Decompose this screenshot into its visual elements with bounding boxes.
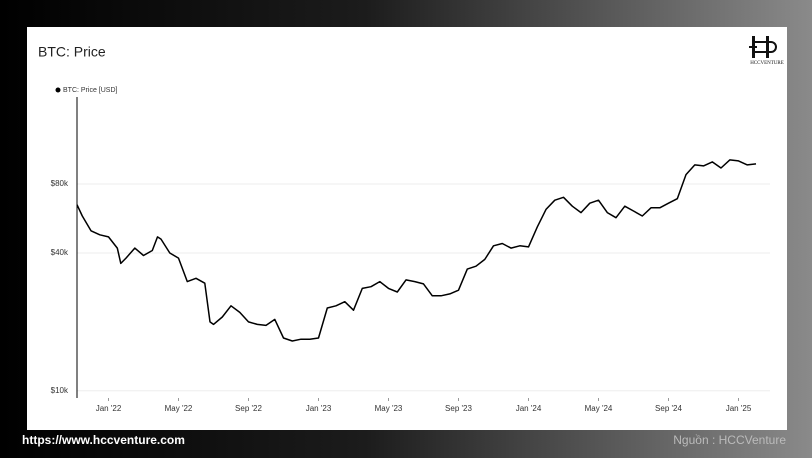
x-tick-label: Jan '24 [516, 404, 542, 413]
legend-marker [55, 87, 61, 93]
chart-title: BTC: Price [38, 44, 106, 60]
footer-source: Nguồn : HCCVenture [673, 433, 786, 447]
price-line [76, 159, 757, 342]
x-tick-label: Sep '23 [445, 404, 472, 413]
card [27, 27, 787, 430]
logo-text: HCCVENTURE [750, 61, 784, 66]
x-tick-label: Jan '25 [726, 404, 752, 413]
y-tick-label: $80k [51, 179, 69, 188]
y-tick-label: $40k [51, 248, 69, 257]
legend-label: BTC: Price [USD] [63, 87, 118, 94]
x-tick-label: Jan '23 [306, 404, 332, 413]
y-tick-label: $10k [51, 386, 69, 395]
x-tick-label: May '23 [375, 404, 403, 413]
x-tick-label: May '22 [165, 404, 193, 413]
footer-url: https://www.hccventure.com [22, 433, 185, 447]
x-tick-label: Sep '22 [235, 404, 262, 413]
plot: $10k $40k $80k Jan '22 May '22 Sep '22 Jan '23… [51, 97, 770, 413]
x-tick-label: Jan '22 [96, 404, 122, 413]
x-tick-label: May '24 [585, 404, 613, 413]
x-tick-label: Sep '24 [655, 404, 682, 413]
logo: HCCVENTURE [749, 36, 784, 66]
